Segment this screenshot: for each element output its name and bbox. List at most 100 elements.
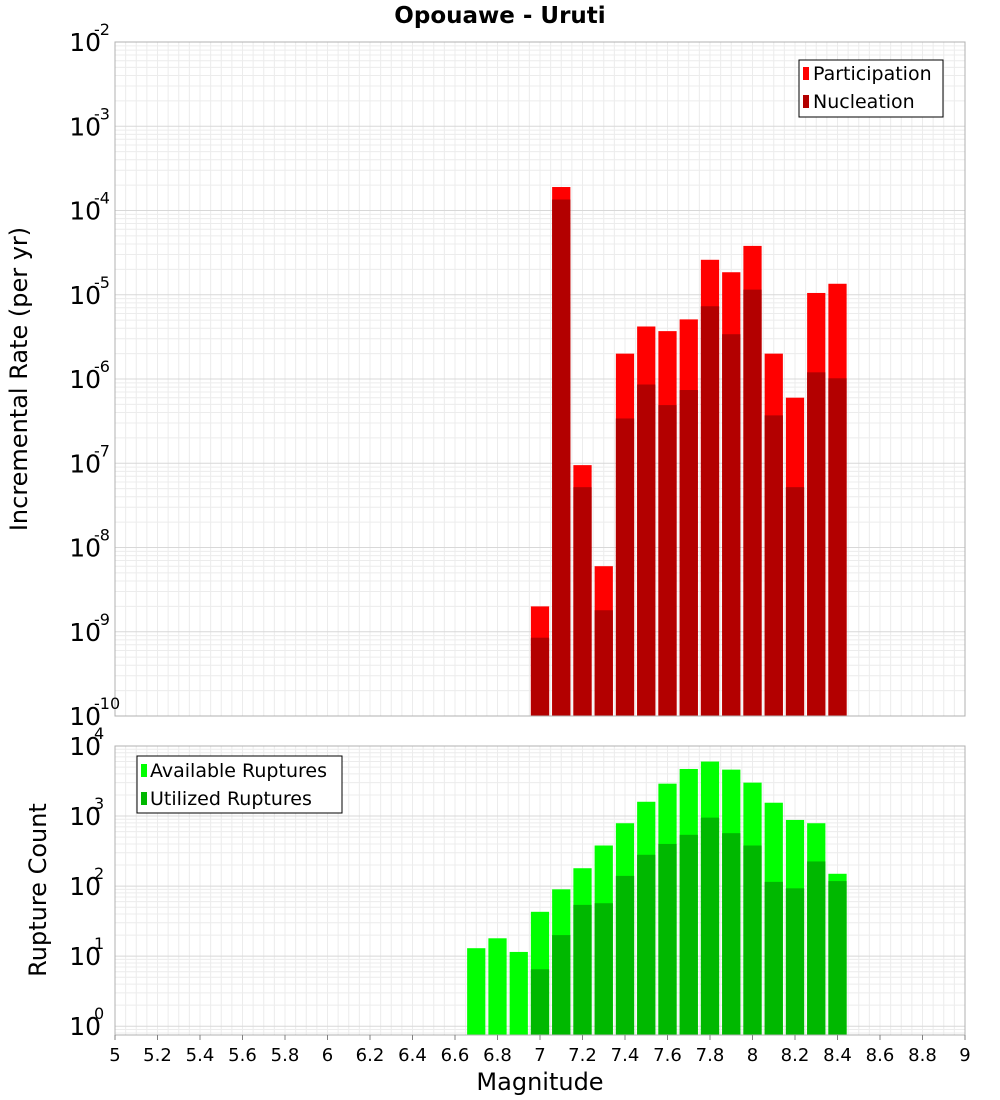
x-axis-label: Magnitude [476,1068,603,1096]
bottom-legend: Available Ruptures Utilized Ruptures [136,755,343,814]
x-tick-label: 5.4 [186,1045,215,1066]
y-tick-exponent: 3 [94,794,104,813]
x-tick-label: 6.2 [356,1045,385,1066]
top-y-axis-label: Incremental Rate (per yr) [5,227,33,531]
y-tick-exponent: -10 [94,694,120,713]
bar-nucleation [785,487,805,716]
bottom-legend-box [136,755,343,814]
x-tick-label: 5.2 [143,1045,172,1066]
y-tick-exponent: -8 [94,526,110,545]
x-tick-label: 6.8 [483,1045,512,1066]
y-tick-label: 10 [69,28,101,57]
y-tick-label: 10 [69,618,101,647]
legend-label-utilized: Utilized Ruptures [150,788,312,810]
top-legend: Participation Nucleation [798,59,944,118]
x-tick-label: 8.4 [823,1045,852,1066]
bar-utilized-ruptures [573,904,592,1035]
bar-available-ruptures [509,951,528,1035]
legend-swatch-nucleation [803,95,809,108]
bar-utilized-ruptures [615,875,635,1035]
bar-nucleation [637,384,656,716]
x-tick-label: 7.2 [568,1045,597,1066]
bar-nucleation [615,418,635,716]
bar-nucleation [722,334,741,716]
bar-utilized-ruptures [679,834,698,1035]
legend-swatch-available [141,764,147,777]
y-tick-exponent: 4 [94,724,104,743]
x-tick-label: 6.4 [398,1045,427,1066]
y-tick-label: 10 [69,732,101,761]
legend-swatch-utilized [141,792,147,805]
x-tick-label: 6 [322,1045,333,1066]
top-grid [114,41,966,717]
x-tick-label: 9 [959,1045,970,1066]
y-tick-label: 10 [69,365,101,394]
bar-nucleation [764,415,783,716]
x-tick-label: 5 [109,1045,120,1066]
y-tick-label: 10 [69,872,101,901]
legend-swatch-participation [803,67,809,80]
y-tick-exponent: -6 [94,357,110,376]
bar-utilized-ruptures [828,881,847,1035]
bar-utilized-ruptures [552,935,571,1035]
y-tick-label: 10 [69,112,101,141]
legend-label-participation: Participation [813,63,932,85]
x-tick-label: 7.8 [696,1045,725,1066]
y-tick-exponent: -5 [94,273,110,292]
legend-label-available: Available Ruptures [150,760,327,782]
bar-utilized-ruptures [764,881,783,1035]
y-tick-label: 10 [69,1012,101,1041]
y-tick-label: 10 [69,197,101,226]
bar-nucleation [573,487,592,716]
x-ticks: 5 5.2 5.4 5.6 5.8 6 6.2 6.4 6.6 6.8 7 7.2 7.4 7.6 7.8 8… [109,1035,971,1066]
y-tick-exponent: -2 [94,20,110,39]
x-tick-label: 7.4 [611,1045,640,1066]
x-tick-label: 5.8 [271,1045,300,1066]
bar-available-ruptures [488,938,507,1035]
chart-title: Opouawe - Uruti [394,3,605,29]
bar-utilized-ruptures [658,843,677,1035]
y-tick-exponent: 1 [94,934,104,953]
bar-utilized-ruptures [807,861,826,1035]
bar-utilized-ruptures [594,903,613,1035]
y-tick-exponent: -7 [94,441,110,460]
bar-nucleation [743,289,762,716]
bar-utilized-ruptures [530,969,550,1035]
y-tick-label: 10 [69,942,101,971]
x-tick-label: 7 [534,1045,545,1066]
x-tick-label: 8.2 [781,1045,810,1066]
top-bars [530,187,847,716]
bar-nucleation [658,405,677,716]
bar-utilized-ruptures [637,854,656,1035]
x-tick-label: 6.6 [441,1045,470,1066]
y-tick-label: 10 [69,449,101,478]
y-tick-exponent: 2 [94,864,104,883]
y-tick-label: 10 [69,281,101,310]
y-tick-exponent: -9 [94,610,110,629]
x-tick-label: 8.6 [866,1045,895,1066]
bottom-y-axis-label: Rupture Count [24,803,52,977]
legend-label-nucleation: Nucleation [813,91,915,113]
bar-nucleation [700,306,720,716]
top-plot-frame [114,41,966,717]
y-tick-label: 10 [69,802,101,831]
y-tick-exponent: 0 [94,1004,104,1023]
bar-nucleation [807,372,826,716]
bar-nucleation [679,390,698,716]
x-tick-label: 7.6 [653,1045,682,1066]
x-tick-label: 8 [747,1045,758,1066]
bar-utilized-ruptures [743,845,762,1035]
y-tick-label: 10 [69,534,101,563]
x-tick-label: 5.6 [228,1045,257,1066]
bar-available-ruptures [467,948,486,1035]
x-tick-label: 8.8 [908,1045,937,1066]
bar-utilized-ruptures [785,888,805,1035]
bar-utilized-ruptures [722,833,741,1035]
y-tick-exponent: -3 [94,104,110,123]
bar-nucleation [530,637,550,716]
